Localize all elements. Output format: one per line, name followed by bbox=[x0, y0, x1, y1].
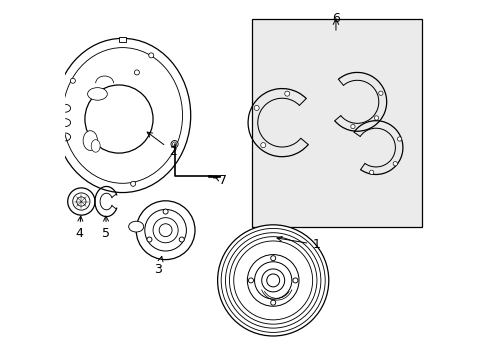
Ellipse shape bbox=[128, 221, 143, 232]
Circle shape bbox=[85, 85, 153, 153]
Circle shape bbox=[254, 262, 291, 299]
Circle shape bbox=[70, 78, 75, 83]
Circle shape bbox=[163, 209, 168, 214]
Circle shape bbox=[153, 218, 178, 243]
Circle shape bbox=[144, 210, 186, 251]
Bar bbox=[119, 37, 125, 42]
Ellipse shape bbox=[83, 131, 97, 150]
Circle shape bbox=[67, 188, 95, 215]
Circle shape bbox=[171, 140, 178, 148]
Ellipse shape bbox=[91, 140, 100, 152]
Text: 7: 7 bbox=[215, 174, 226, 186]
Ellipse shape bbox=[54, 39, 190, 193]
Text: 4: 4 bbox=[76, 216, 83, 240]
Text: 3: 3 bbox=[154, 256, 163, 276]
Circle shape bbox=[159, 224, 172, 237]
Circle shape bbox=[392, 162, 397, 166]
Circle shape bbox=[266, 274, 279, 287]
Circle shape bbox=[148, 53, 153, 58]
Ellipse shape bbox=[62, 48, 182, 183]
Circle shape bbox=[217, 225, 328, 336]
Circle shape bbox=[261, 269, 284, 292]
Circle shape bbox=[136, 201, 195, 260]
Text: 2: 2 bbox=[147, 132, 176, 158]
Circle shape bbox=[229, 237, 316, 324]
Circle shape bbox=[260, 143, 265, 148]
Circle shape bbox=[134, 70, 139, 75]
Circle shape bbox=[225, 233, 320, 328]
Circle shape bbox=[378, 91, 382, 95]
Text: 5: 5 bbox=[102, 216, 110, 240]
Circle shape bbox=[270, 300, 275, 305]
Circle shape bbox=[73, 193, 90, 210]
Circle shape bbox=[233, 241, 312, 320]
Circle shape bbox=[172, 142, 176, 146]
Circle shape bbox=[369, 170, 373, 175]
Circle shape bbox=[221, 228, 325, 332]
Circle shape bbox=[374, 116, 378, 120]
Text: 1: 1 bbox=[276, 237, 320, 251]
Circle shape bbox=[179, 237, 184, 242]
Circle shape bbox=[248, 278, 253, 283]
Circle shape bbox=[397, 137, 401, 141]
Circle shape bbox=[350, 125, 354, 129]
Circle shape bbox=[247, 255, 298, 306]
Bar bbox=[251, 19, 421, 226]
Circle shape bbox=[130, 181, 135, 186]
Ellipse shape bbox=[87, 87, 107, 100]
Text: 6: 6 bbox=[331, 12, 339, 25]
Circle shape bbox=[254, 105, 259, 111]
Circle shape bbox=[77, 197, 86, 206]
Circle shape bbox=[270, 256, 275, 261]
Circle shape bbox=[292, 278, 297, 283]
Circle shape bbox=[147, 237, 152, 242]
Circle shape bbox=[284, 91, 289, 96]
